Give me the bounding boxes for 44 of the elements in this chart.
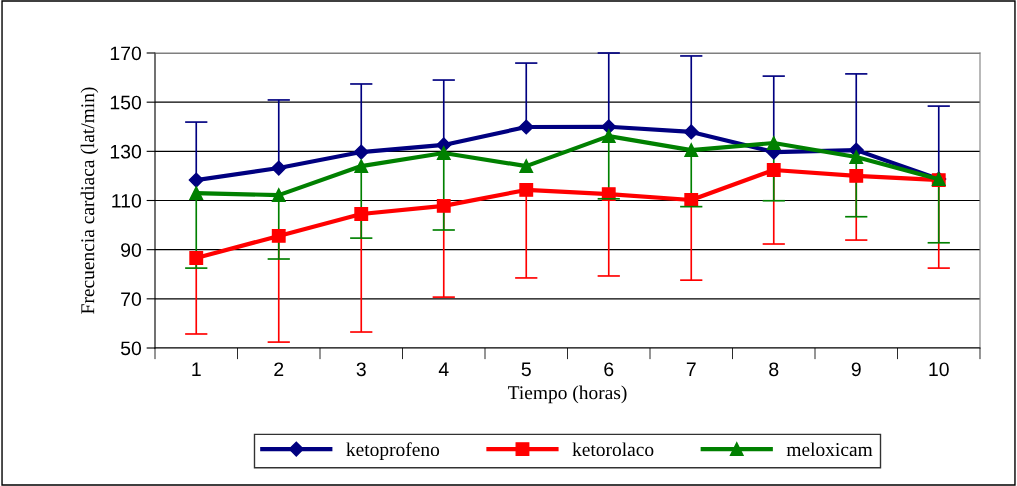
y-tick-label: 150 [110,95,142,110]
point [353,144,369,160]
y-tick-label: 50 [120,341,142,356]
point [683,124,699,140]
point [271,188,286,203]
y-tick-label: 130 [110,144,142,159]
point [271,160,287,176]
point [436,198,451,213]
y-tick-label: 110 [112,193,142,208]
point [684,143,699,158]
point [601,129,616,144]
x-tick-label: 7 [686,362,696,376]
y-tick-label: 170 [110,46,142,61]
legend-label: ketoprofeno [346,442,440,461]
x-tick-label: 2 [274,362,284,376]
point [849,150,864,164]
point [271,228,286,243]
legend-label: ketorolaco [572,442,654,457]
point [519,182,534,197]
point [354,207,369,221]
point [519,159,534,174]
point [766,163,781,177]
point [436,146,451,160]
x-tick-label: 8 [769,362,779,377]
x-tick-label: 5 [521,362,531,377]
y-tick-label: 90 [121,243,142,257]
x-tick-label: 6 [604,362,614,377]
point [188,172,204,188]
x-tick-label: 4 [438,362,449,376]
legend-label: meloxicam [786,442,873,457]
y-axis-title: Frecuencia cardiaca (lat/min) [80,87,99,314]
y-tick-label: 70 [121,292,142,307]
point [849,168,864,183]
point [189,251,204,265]
x-tick-label: 10 [929,362,949,377]
point [684,193,699,207]
point [189,186,204,201]
point [354,159,369,174]
x-tick-label: 3 [356,362,366,377]
x-axis-title: Tiempo (horas) [507,385,627,404]
point [766,136,781,150]
x-tick-label: 9 [851,362,861,377]
x-tick-label: 1 [192,362,201,376]
point [518,119,534,135]
